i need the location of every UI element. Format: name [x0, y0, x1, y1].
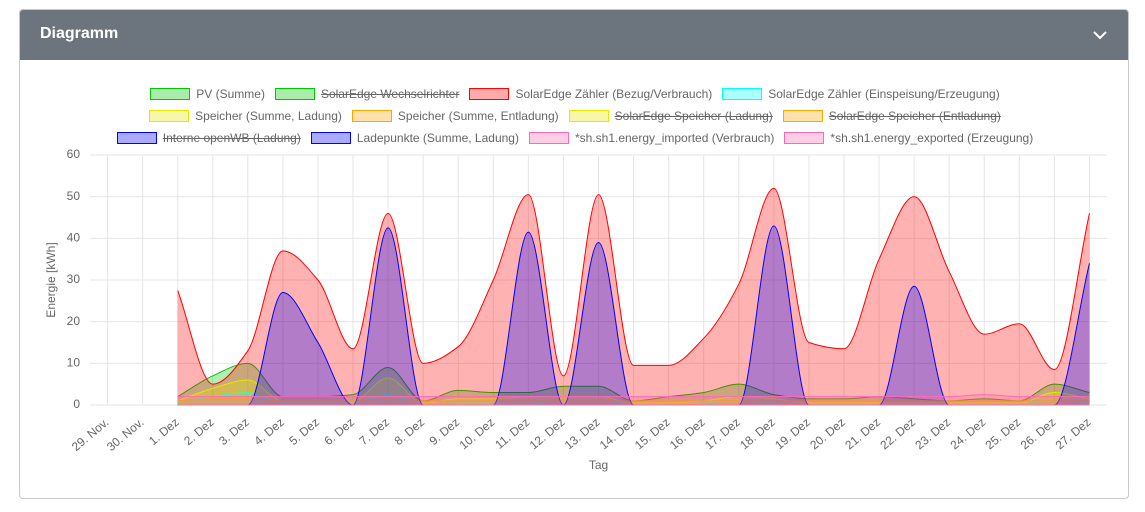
legend-label: PV (Summe) — [196, 87, 265, 101]
x-tick-label: 22. Dez — [877, 415, 918, 452]
x-tick-label: 8. Dez — [392, 415, 428, 448]
x-tick-label: 15. Dez — [632, 415, 673, 452]
card-title: Diagramm — [40, 25, 119, 42]
legend-swatch — [722, 88, 763, 100]
area-fill — [177, 377, 1090, 405]
legend-item[interactable]: Speicher (Summe, Entladung) — [351, 108, 559, 124]
legend-swatch — [784, 132, 825, 144]
y-tick-label: 20 — [67, 314, 81, 328]
legend: PV (Summe) SolarEdge Wechselrichter SolarE… — [100, 86, 1050, 146]
area-fill — [177, 363, 1090, 405]
x-tick-label: 11. Dez — [492, 415, 532, 452]
legend-label: Speicher (Summe, Ladung) — [195, 109, 342, 123]
legend-swatch — [782, 110, 823, 122]
x-tick-label: 20. Dez — [807, 415, 848, 452]
legend-swatch — [351, 110, 392, 122]
x-tick-label: 4. Dez — [251, 415, 287, 448]
legend-label: SolarEdge Speicher (Ladung) — [614, 109, 773, 123]
area-fill — [177, 398, 1090, 405]
series-line — [177, 394, 1090, 398]
legend-label: Interne openWB (Ladung) — [162, 131, 301, 145]
x-tick-label: 18. Dez — [737, 415, 778, 452]
x-tick-label: 14. Dez — [597, 415, 638, 452]
x-tick-label: 5. Dez — [286, 415, 322, 448]
x-tick-label: 13. Dez — [562, 415, 603, 452]
legend-item[interactable]: SolarEdge Speicher (Ladung) — [568, 108, 773, 124]
x-tick-label: 16. Dez — [667, 415, 708, 452]
x-tick-label: 23. Dez — [912, 415, 953, 452]
legend-item[interactable]: PV (Summe) — [150, 86, 265, 102]
legend-label: Ladepunkte (Summe, Ladung) — [356, 131, 519, 145]
legend-item[interactable]: SolarEdge Zähler (Einspeisung/Erzeugung) — [722, 86, 1000, 102]
series-line — [177, 187, 1090, 385]
legend-label: SolarEdge Zähler (Einspeisung/Erzeugung) — [768, 87, 1000, 101]
x-tick-label: 30. Nov. — [104, 415, 147, 454]
legend-item[interactable]: Interne openWB (Ladung) — [116, 130, 301, 146]
series-line — [177, 391, 1090, 405]
x-tick-label: 25. Dez — [983, 415, 1024, 452]
x-tick-label: 19. Dez — [772, 415, 813, 452]
area-fill — [177, 392, 1090, 405]
y-axis-label: Energie [kWh] — [44, 242, 58, 317]
x-tick-label: 6. Dez — [321, 415, 357, 448]
legend-item[interactable]: SolarEdge Speicher (Entladung) — [782, 108, 1001, 124]
legend-item[interactable]: *sh.sh1.energy_exported (Erzeugung) — [784, 130, 1033, 146]
legend-item[interactable]: SolarEdge Zähler (Bezug/Verbrauch) — [469, 86, 712, 102]
legend-swatch — [116, 132, 157, 144]
legend-item[interactable]: *sh.sh1.energy_imported (Verbrauch) — [528, 130, 775, 146]
area-fill — [177, 188, 1090, 405]
x-tick-label: 1. Dez — [146, 415, 182, 448]
x-tick-label: 27. Dez — [1053, 415, 1094, 452]
x-axis-label: Tag — [589, 458, 608, 472]
y-tick-label: 40 — [67, 231, 81, 245]
legend-item[interactable]: Speicher (Summe, Ladung) — [149, 108, 342, 124]
area-fill — [177, 225, 1090, 405]
legend-swatch — [310, 132, 351, 144]
legend-swatch — [528, 132, 569, 144]
legend-swatch — [469, 88, 510, 100]
card: Diagramm — [19, 9, 1129, 499]
legend-item[interactable]: SolarEdge Wechselrichter — [274, 86, 460, 102]
legend-label: *sh.sh1.energy_imported (Verbrauch) — [574, 131, 775, 145]
legend-swatch — [568, 110, 609, 122]
x-tick-label: 3. Dez — [216, 415, 252, 448]
x-tick-label: 10. Dez — [457, 415, 498, 452]
y-tick-label: 60 — [67, 147, 81, 161]
collapse-icon[interactable] — [1092, 27, 1108, 43]
x-tick-label: 29. Nov. — [69, 415, 112, 454]
legend-swatch — [274, 88, 315, 100]
legend-label: Speicher (Summe, Entladung) — [397, 109, 559, 123]
x-tick-label: 7. Dez — [356, 415, 392, 448]
legend-label: SolarEdge Wechselrichter — [320, 87, 460, 101]
card-header[interactable]: Diagramm — [20, 10, 1128, 60]
x-tick-label: 24. Dez — [948, 415, 989, 452]
x-tick-label: 21. Dez — [842, 415, 883, 452]
legend-label: *sh.sh1.energy_exported (Erzeugung) — [830, 131, 1034, 145]
legend-swatch — [150, 88, 191, 100]
y-tick-label: 0 — [73, 397, 80, 411]
x-tick-label: 2. Dez — [181, 415, 217, 448]
legend-label: SolarEdge Zähler (Bezug/Verbrauch) — [515, 87, 713, 101]
y-tick-label: 30 — [67, 272, 81, 286]
legend-swatch — [149, 110, 190, 122]
legend-label: SolarEdge Speicher (Entladung) — [828, 109, 1001, 123]
area-fill — [177, 394, 1090, 405]
legend-item[interactable]: Ladepunkte (Summe, Ladung) — [310, 130, 519, 146]
x-tick-label: 17. Dez — [702, 415, 743, 452]
x-tick-label: 12. Dez — [527, 415, 568, 452]
series-line — [177, 398, 1090, 402]
y-tick-label: 10 — [67, 356, 81, 370]
y-tick-label: 50 — [67, 189, 81, 203]
x-tick-label: 26. Dez — [1018, 415, 1059, 452]
